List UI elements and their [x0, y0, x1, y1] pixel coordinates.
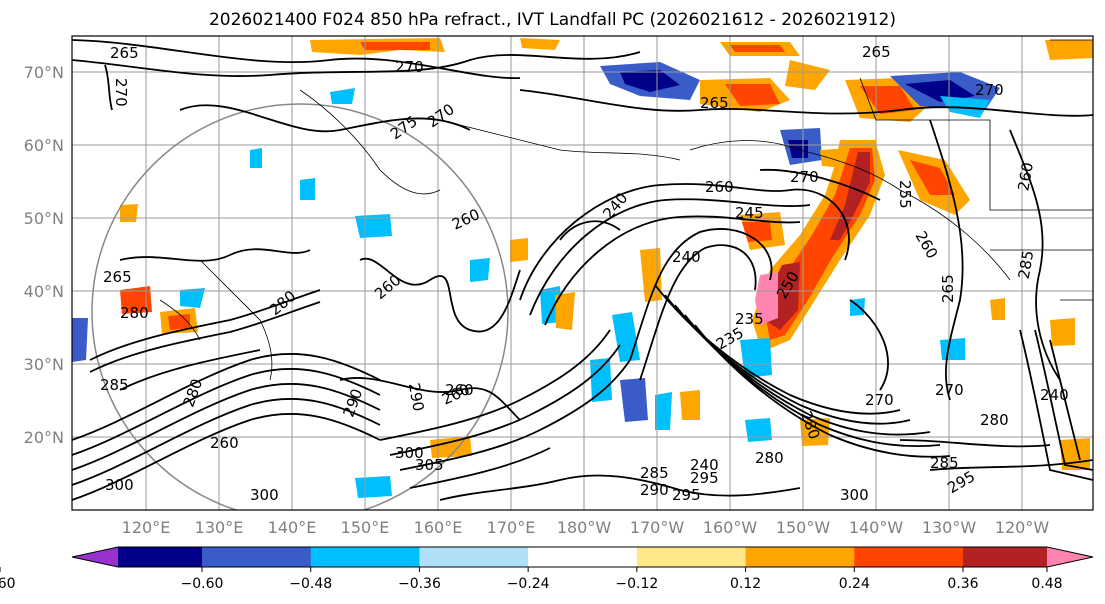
colorbar: −0.60 −0.48 −0.36 −0.24 −0.12 0.12 0.24 0.36 0.4…: [0, 546, 1094, 592]
contour-label: 260: [210, 434, 239, 452]
lon-label: 120°E: [122, 518, 171, 537]
contour-label: 285: [640, 464, 669, 482]
colorbar-over-triangle: [1047, 547, 1093, 567]
colorbar-cell: [528, 547, 638, 567]
colorbar-tick-label: −0.24: [507, 576, 550, 592]
lon-label: 130°E: [195, 518, 244, 537]
contour-label: 280: [120, 304, 149, 322]
gridlines: [72, 36, 1093, 510]
contour-label: 255: [896, 180, 914, 209]
lat-label-20n: 20°N: [24, 428, 64, 447]
contour-label: 300: [840, 486, 869, 504]
colorbar-outline: [71, 546, 1094, 568]
contour-label: 270: [395, 58, 424, 76]
contour-label: 260: [705, 178, 734, 196]
colorbar-cell: [854, 547, 964, 567]
contour-label: 280: [980, 411, 1009, 429]
colorbar-tick-label: 0.36: [947, 576, 978, 592]
colorbar-cell: [202, 547, 312, 567]
lon-label: 150°W: [776, 518, 831, 537]
contour-label: 240: [1040, 386, 1069, 404]
lon-label: 160°W: [703, 518, 758, 537]
contour-label: 270: [790, 168, 819, 186]
colorbar-tick-label: 0.48: [1031, 576, 1062, 592]
lon-label: 130°W: [922, 518, 977, 537]
contour-label: 265: [110, 44, 139, 62]
colorbar-tick-label: 0.60: [0, 576, 16, 592]
colorbar-cell: [636, 547, 747, 567]
contour-label: 270: [935, 381, 964, 399]
contour-label: 265: [700, 94, 729, 112]
contour-label: 305: [415, 456, 444, 474]
contour-label: 240: [672, 248, 701, 266]
colorbar-tick-label: −0.12: [615, 576, 658, 592]
lat-label-60n: 60°N: [24, 136, 64, 155]
contour-label: 270: [975, 81, 1004, 99]
contour-label: 285: [930, 454, 959, 472]
contour-label: 240: [690, 456, 719, 474]
colorbar-cell: [118, 547, 203, 567]
contour-label: 285: [1015, 249, 1038, 280]
longitude-axis: 120°E 130°E 140°E 150°E 160°E 170°E 180°…: [122, 518, 1050, 537]
contour-label: 245: [735, 204, 764, 222]
colorbar-cell: [310, 547, 420, 567]
figure-title: 2026021400 F024 850 hPa refract., IVT La…: [208, 10, 896, 30]
contour-label: 280: [755, 449, 784, 467]
lon-label: 170°W: [630, 518, 685, 537]
lon-label: 180°W: [557, 518, 612, 537]
range-circle: [91, 103, 509, 510]
contour-label: 260: [445, 381, 474, 399]
colorbar-tick-label: 0.24: [839, 576, 870, 592]
lon-label: 120°W: [995, 518, 1050, 537]
contour-label: 265: [103, 268, 132, 286]
contour-label: 270: [112, 78, 130, 107]
contour-label: 235: [735, 310, 764, 328]
lon-label: 140°E: [268, 518, 317, 537]
colorbar-tick-label: −0.60: [181, 576, 224, 592]
lon-label: 160°E: [414, 518, 463, 537]
colorbar-tick-label: −0.48: [289, 576, 332, 592]
contour-label: 290: [640, 481, 669, 499]
lon-label: 150°E: [341, 518, 390, 537]
contour-label: 300: [395, 444, 424, 462]
colorbar-cell: [963, 547, 1048, 567]
colorbar-tick-label: −0.36: [398, 576, 441, 592]
colorbar-under-triangle: [72, 547, 118, 567]
contour-label: 295: [672, 486, 701, 504]
latitude-axis: 70°N 60°N 50°N 40°N 30°N 20°N: [24, 63, 64, 447]
contour-label: 300: [105, 476, 134, 494]
map-frame: [71, 35, 1094, 511]
lon-label: 140°W: [849, 518, 904, 537]
colorbar-tick-label: 0.12: [730, 576, 761, 592]
lat-label-40n: 40°N: [24, 282, 64, 301]
coastlines: [159, 39, 1093, 381]
contour-label: 285: [100, 376, 129, 394]
map-area: [72, 36, 1093, 510]
contour-label: 290: [405, 381, 428, 412]
colorbar-cell: [745, 547, 855, 567]
contour-label: 300: [250, 486, 279, 504]
contour-label: 260: [1014, 161, 1037, 192]
lat-label-50n: 50°N: [24, 209, 64, 228]
lon-label: 170°E: [487, 518, 536, 537]
contour-label: 295: [690, 469, 719, 487]
colorbar-cell: [419, 547, 529, 567]
contour-label: 270: [865, 391, 894, 409]
contour-lines: [72, 39, 1093, 501]
lat-label-30n: 30°N: [24, 355, 64, 374]
contour-label: 265: [862, 43, 891, 61]
lat-label-70n: 70°N: [24, 63, 64, 82]
contour-label: 265: [939, 274, 957, 303]
